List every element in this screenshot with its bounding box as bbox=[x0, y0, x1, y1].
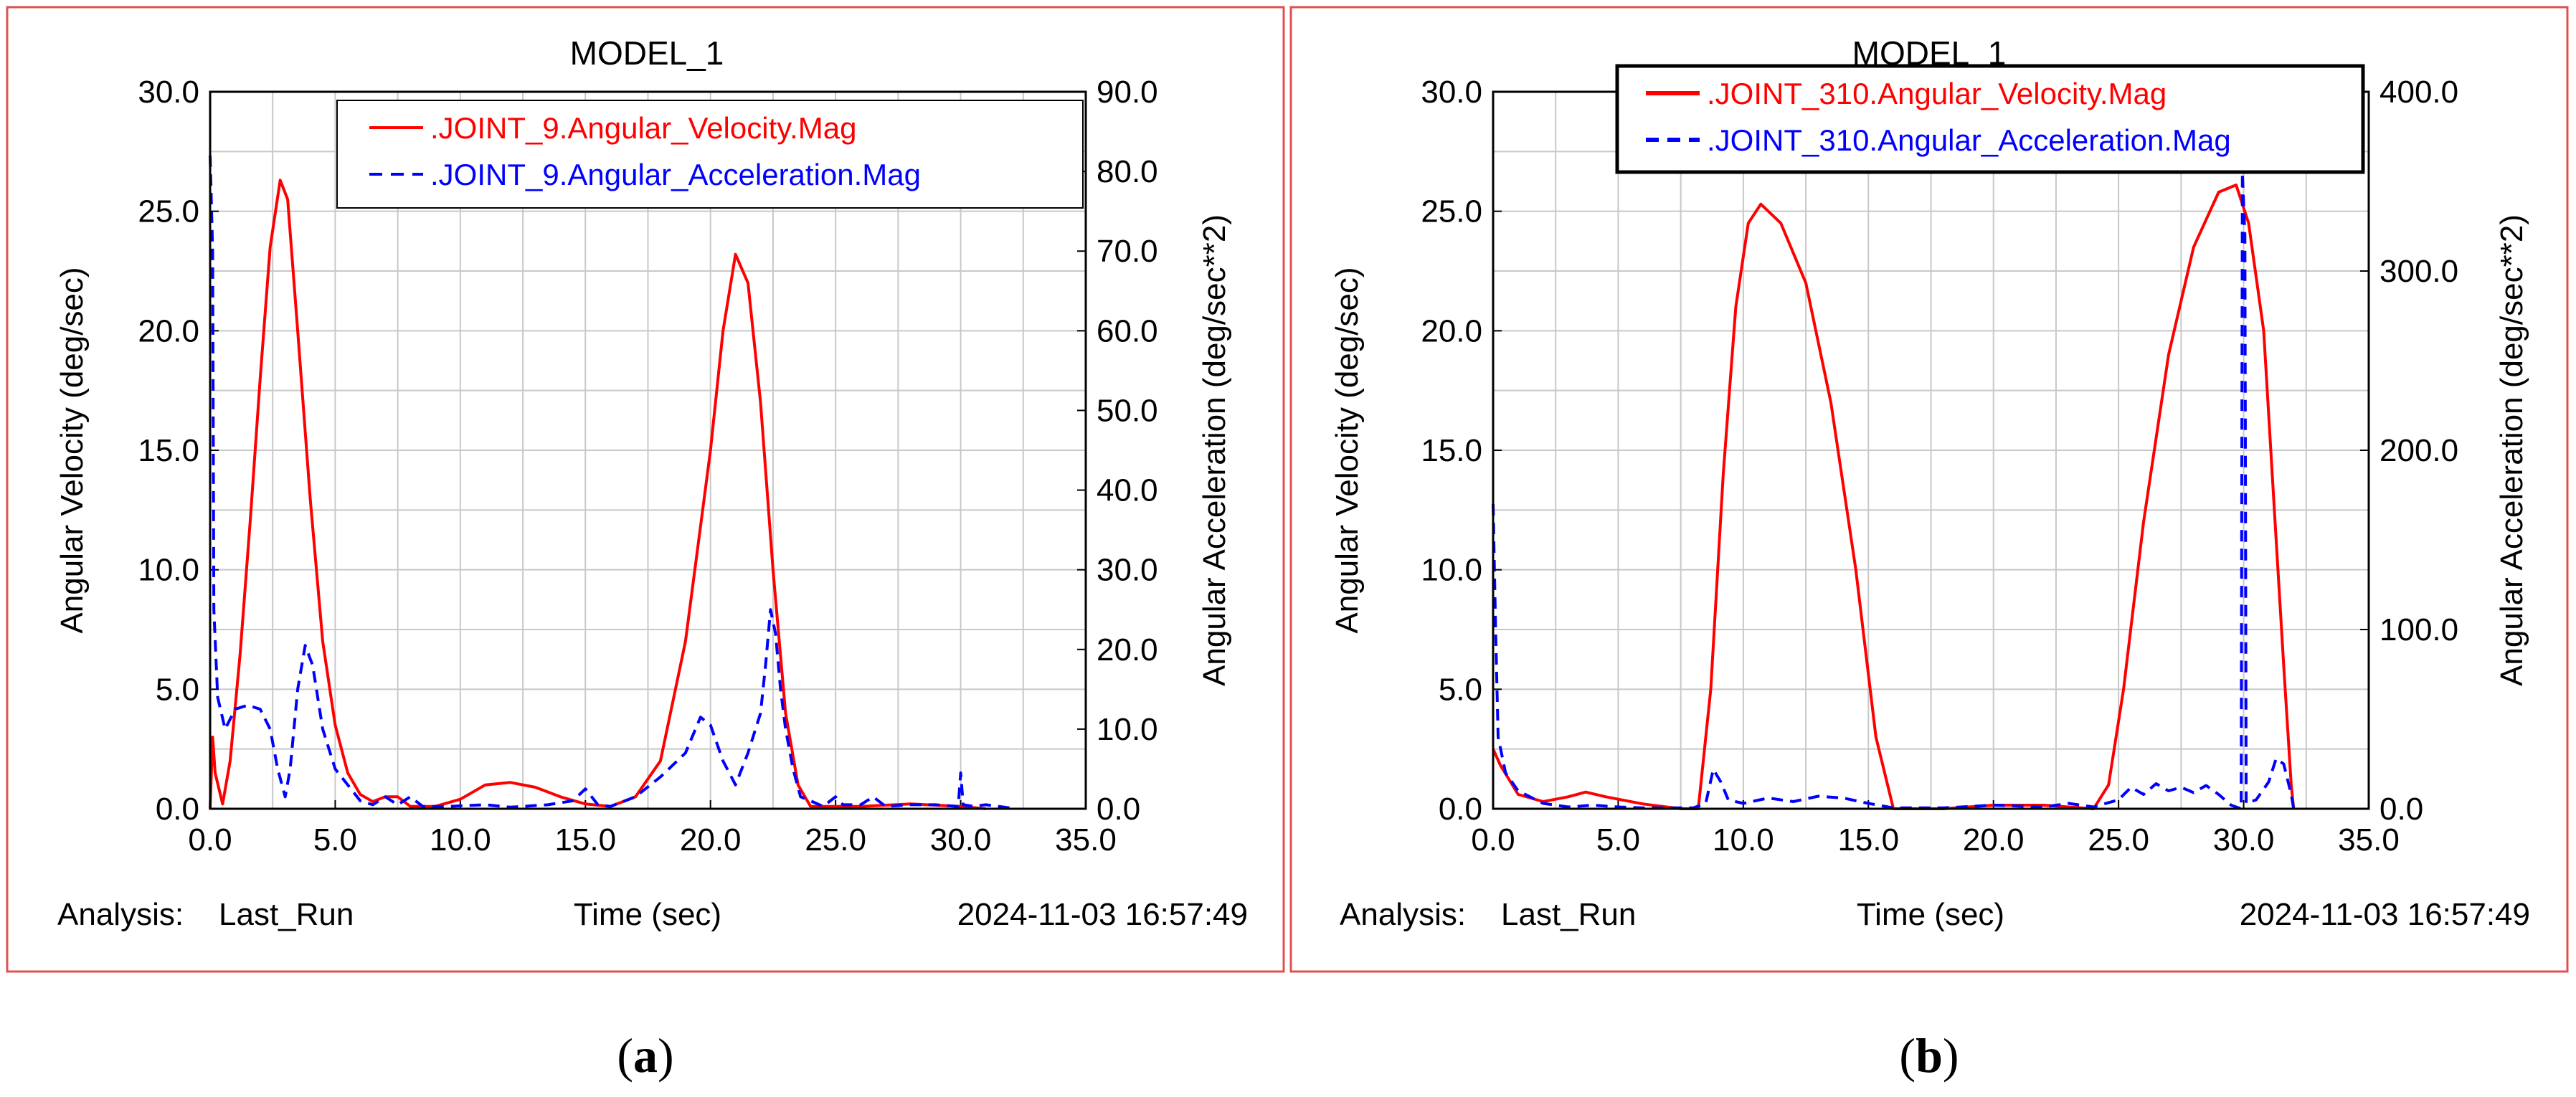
y2-tick-label: 0.0 bbox=[2380, 792, 2423, 827]
series-line-velocity bbox=[209, 179, 986, 810]
x-tick-label: 5.0 bbox=[1596, 822, 1640, 858]
x-tick-label: 20.0 bbox=[1963, 822, 2025, 858]
y-axis-label: Angular Velocity (deg/sec) bbox=[55, 267, 90, 633]
y-tick-label: 30.0 bbox=[1421, 75, 1482, 110]
x-tick-label: 30.0 bbox=[2213, 822, 2275, 858]
analysis-label: Analysis: bbox=[57, 897, 184, 932]
y-tick-label: 15.0 bbox=[1421, 433, 1482, 468]
y-tick-label: 20.0 bbox=[1421, 313, 1482, 348]
caption-b: (b) bbox=[1899, 1028, 1959, 1083]
x-tick-labels: 0.0 5.0 10.0 15.0 20.0 25.0 30.0 35.0 bbox=[188, 800, 1117, 858]
y2-tick-label: 400.0 bbox=[2380, 75, 2458, 110]
grid bbox=[210, 92, 1086, 809]
x-tick-label: 35.0 bbox=[1055, 822, 1117, 858]
y-tick-label: 10.0 bbox=[1421, 553, 1482, 588]
analysis-label: Analysis: bbox=[1340, 897, 1466, 932]
panel-b: MODEL_1 0.0 5.0 10.0 15.0 20.0 25.0 30.0 35.0 0… bbox=[1289, 6, 2569, 973]
x-tick-label: 0.0 bbox=[1471, 822, 1515, 858]
y-tick-labels: 0.0 5.0 10.0 15.0 20.0 25.0 30.0 bbox=[1421, 75, 1502, 827]
series-line-acceleration bbox=[1492, 171, 2296, 810]
y-tick-label: 20.0 bbox=[138, 313, 199, 348]
y2-axis-label: Angular Acceleration (deg/sec**2) bbox=[1197, 214, 1232, 686]
y-tick-label: 5.0 bbox=[156, 672, 199, 707]
y2-tick-label: 70.0 bbox=[1097, 234, 1158, 269]
y-tick-label: 10.0 bbox=[138, 553, 199, 588]
y2-tick-label: 100.0 bbox=[2380, 612, 2458, 647]
caption-a: (a) bbox=[617, 1028, 673, 1083]
y-tick-labels: 0.0 5.0 10.0 15.0 20.0 25.0 30.0 bbox=[138, 75, 219, 827]
y2-tick-label: 50.0 bbox=[1097, 393, 1158, 428]
x-axis-label: Time (sec) bbox=[1857, 897, 2004, 932]
x-tick-label: 35.0 bbox=[2338, 822, 2400, 858]
y-tick-label: 0.0 bbox=[156, 792, 199, 827]
y-tick-label: 15.0 bbox=[138, 433, 199, 468]
y2-tick-label: 300.0 bbox=[2380, 254, 2458, 289]
y2-tick-label: 80.0 bbox=[1097, 154, 1158, 189]
y2-tick-label: 10.0 bbox=[1097, 712, 1158, 747]
legend: .JOINT_9.Angular_Velocity.Mag .JOINT_9.A… bbox=[336, 100, 1084, 209]
x-tick-label: 25.0 bbox=[805, 822, 866, 858]
legend-box bbox=[336, 100, 1084, 209]
legend-box bbox=[1615, 64, 2365, 174]
legend-label-acceleration: .JOINT_9.Angular_Acceleration.Mag bbox=[430, 158, 921, 191]
caption-b-letter: b bbox=[1916, 1028, 1943, 1083]
legend: .JOINT_310.Angular_Velocity.Mag .JOINT_3… bbox=[1615, 64, 2365, 174]
y2-tick-label: 0.0 bbox=[1097, 792, 1140, 827]
caption-a-letter: a bbox=[633, 1028, 658, 1083]
plot-frame bbox=[209, 90, 1087, 810]
x-axis-label: Time (sec) bbox=[574, 897, 721, 932]
y2-tick-labels: 0.0 100.0 200.0 300.0 400.0 bbox=[2360, 75, 2458, 827]
x-tick-label: 10.0 bbox=[1713, 822, 1774, 858]
series-line-velocity bbox=[1492, 184, 2296, 810]
x-tick-label: 20.0 bbox=[680, 822, 742, 858]
y-tick-label: 25.0 bbox=[138, 194, 199, 229]
analysis-value: Last_Run bbox=[219, 897, 354, 932]
legend-label-velocity: .JOINT_310.Angular_Velocity.Mag bbox=[1707, 77, 2167, 110]
x-tick-labels: 0.0 5.0 10.0 15.0 20.0 25.0 30.0 35.0 bbox=[1471, 800, 2400, 858]
x-tick-label: 15.0 bbox=[554, 822, 616, 858]
timestamp: 2024-11-03 16:57:49 bbox=[957, 897, 1248, 932]
chart-title: MODEL_1 bbox=[570, 34, 724, 72]
timestamp: 2024-11-03 16:57:49 bbox=[2240, 897, 2530, 932]
legend-label-velocity: .JOINT_9.Angular_Velocity.Mag bbox=[430, 111, 857, 145]
y-tick-label: 25.0 bbox=[1421, 194, 1482, 229]
y2-axis-label: Angular Acceleration (deg/sec**2) bbox=[2494, 214, 2529, 686]
x-tick-label: 10.0 bbox=[430, 822, 491, 858]
y2-tick-label: 60.0 bbox=[1097, 313, 1158, 348]
x-tick-label: 30.0 bbox=[930, 822, 992, 858]
x-tick-label: 15.0 bbox=[1837, 822, 1899, 858]
analysis-value: Last_Run bbox=[1501, 897, 1636, 932]
x-tick-label: 5.0 bbox=[313, 822, 357, 858]
y2-tick-label: 20.0 bbox=[1097, 632, 1158, 668]
y-tick-label: 0.0 bbox=[1439, 792, 1482, 827]
y-axis-label: Angular Velocity (deg/sec) bbox=[1330, 267, 1365, 633]
series-group bbox=[1492, 171, 2296, 810]
y2-tick-label: 90.0 bbox=[1097, 75, 1158, 110]
x-tick-label: 0.0 bbox=[188, 822, 232, 858]
series-line-acceleration bbox=[209, 155, 1011, 809]
x-tick-label: 25.0 bbox=[2088, 822, 2149, 858]
panel-a: MODEL_1 0.0 5.0 10.0 15.0 20.0 25.0 30.0 35.0 0… bbox=[6, 6, 1285, 973]
y2-tick-label: 40.0 bbox=[1097, 473, 1158, 508]
y2-tick-label: 30.0 bbox=[1097, 553, 1158, 588]
legend-label-acceleration: .JOINT_310.Angular_Acceleration.Mag bbox=[1707, 123, 2231, 157]
y2-tick-labels: 0.0 10.0 20.0 30.0 40.0 50.0 60.0 70.0 80.0 90.0 bbox=[1077, 75, 1158, 827]
y2-tick-label: 200.0 bbox=[2380, 433, 2458, 468]
series-group bbox=[209, 155, 1011, 810]
y-tick-label: 5.0 bbox=[1439, 672, 1482, 707]
y-tick-label: 30.0 bbox=[138, 75, 199, 110]
